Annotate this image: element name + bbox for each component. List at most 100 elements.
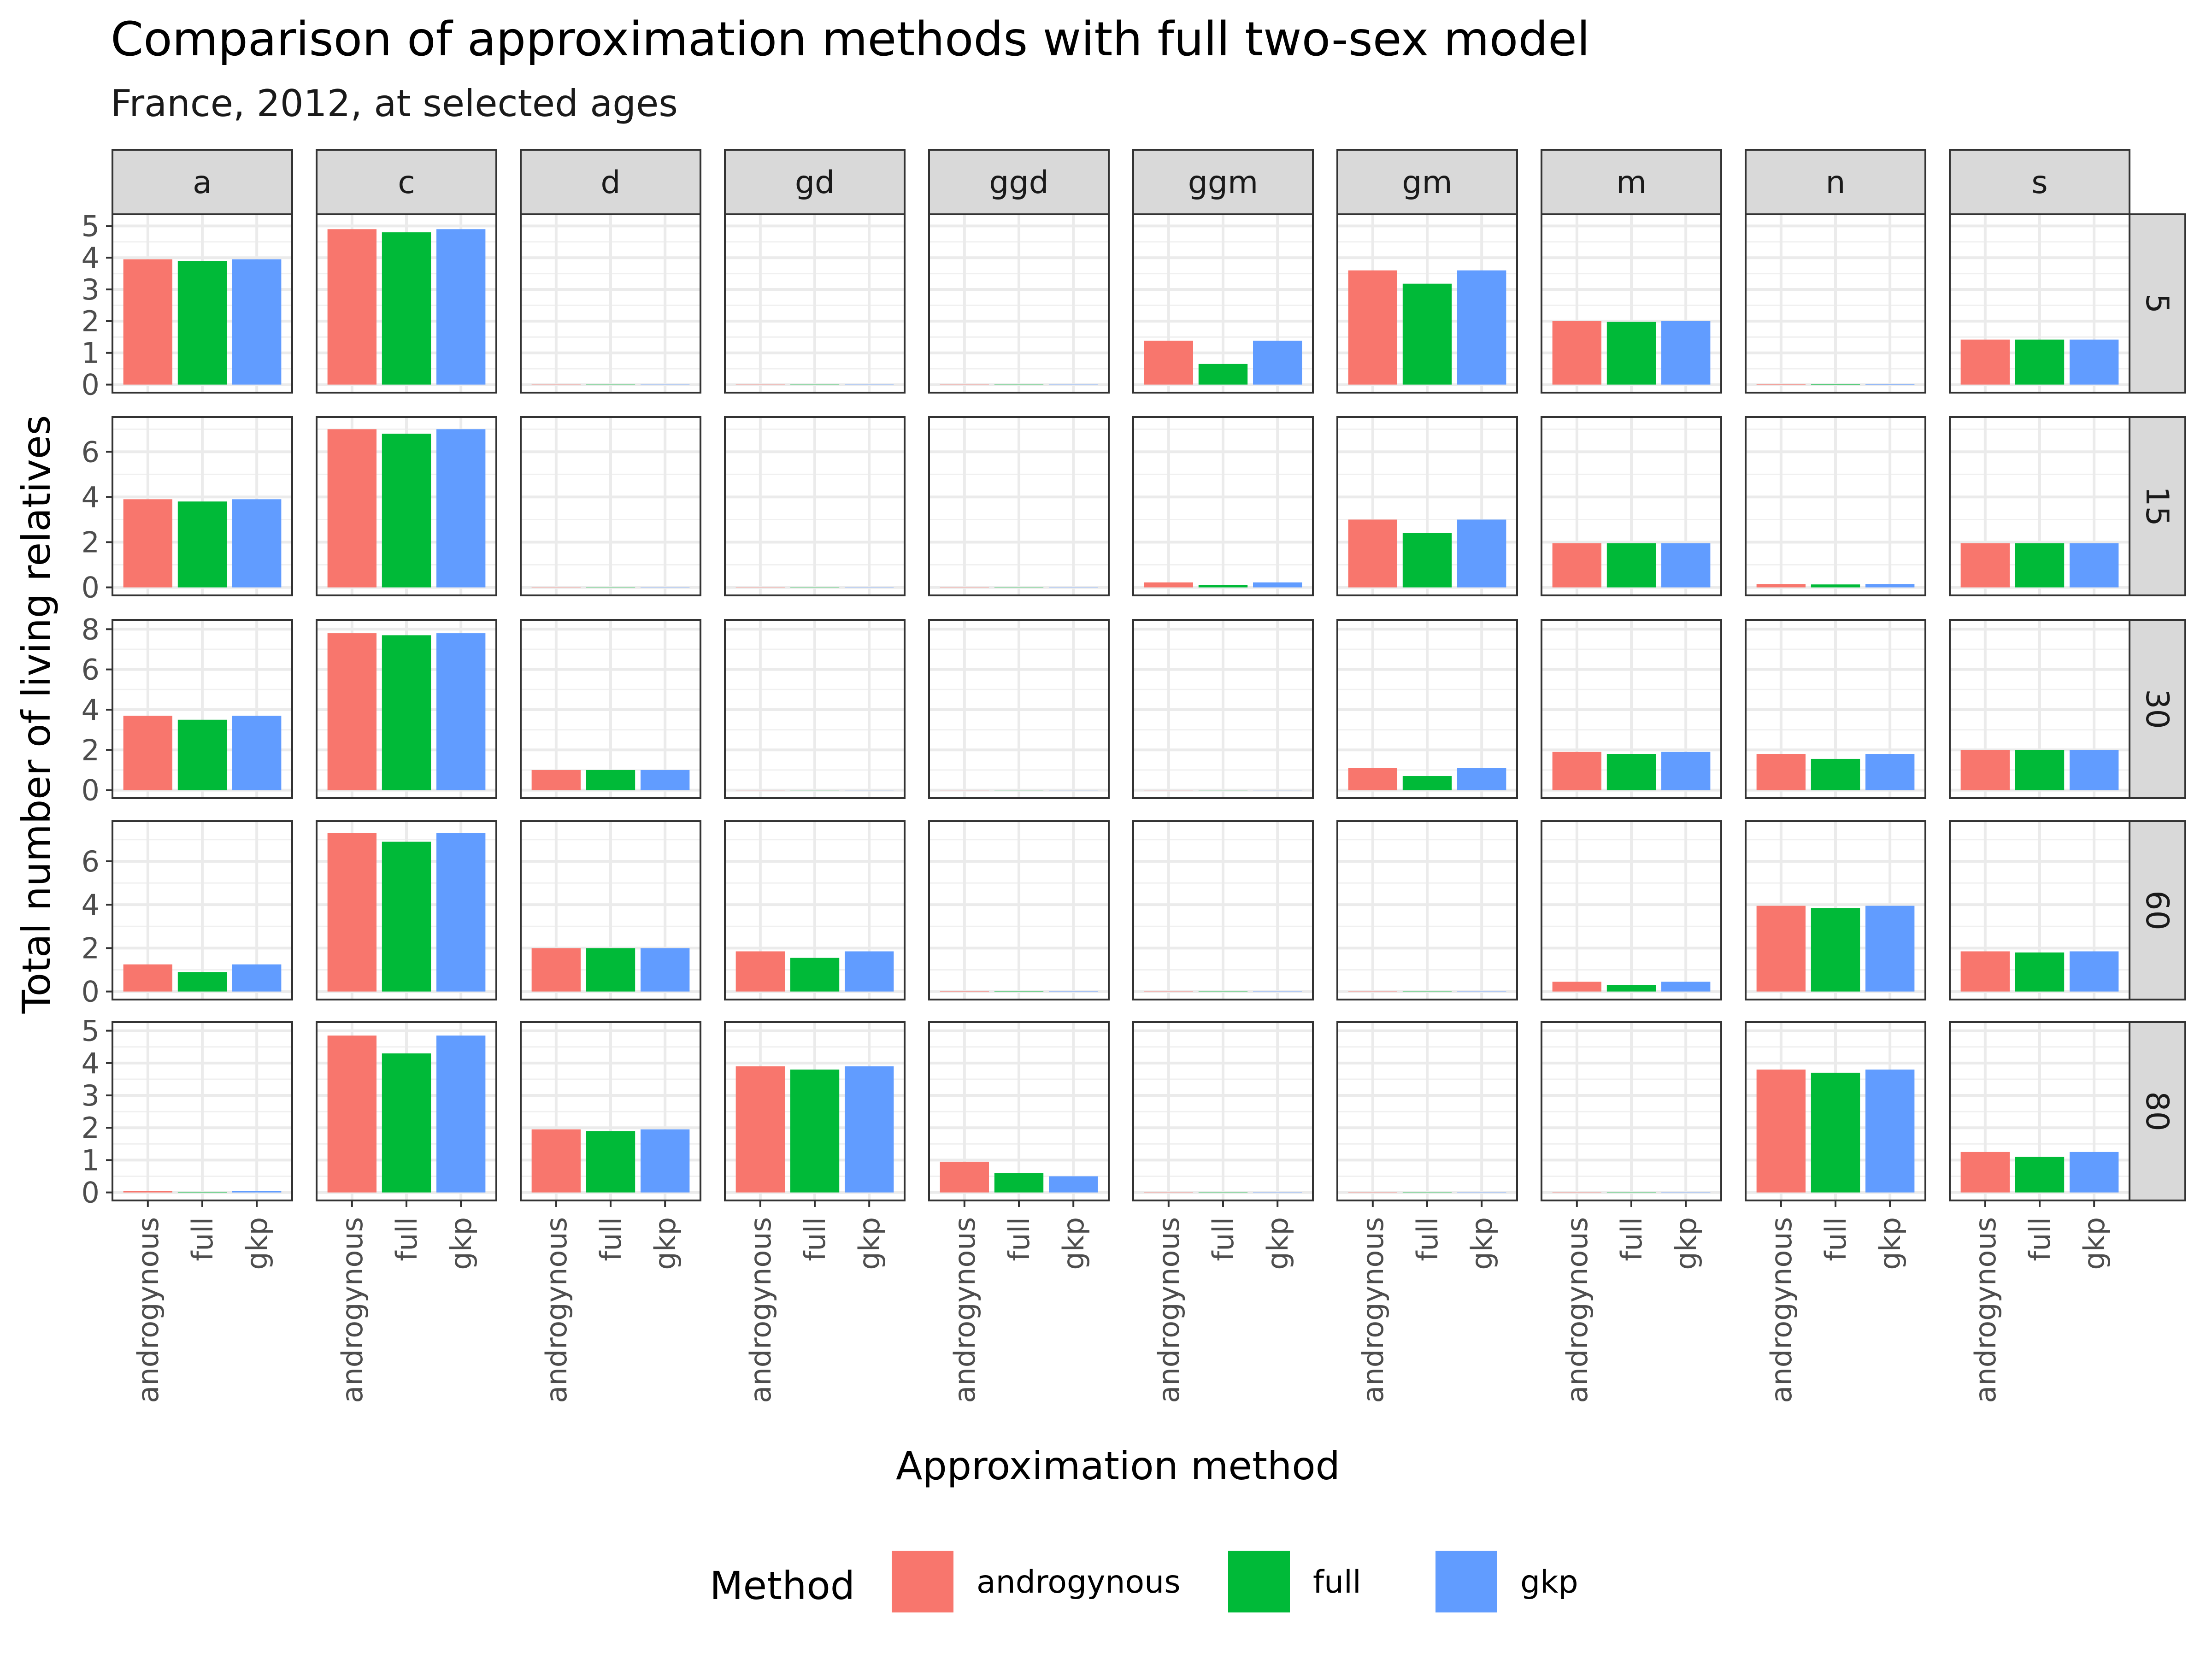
x-tick-label: androgynous [131,1217,165,1403]
panel-border [316,820,497,1000]
facet-panel-s-30 [1949,619,2130,799]
bar-androgynous [940,1161,989,1193]
legend-title: Method [710,1563,855,1608]
panel-border [928,213,1110,394]
bar-gkp [232,499,282,588]
bar-androgynous [1960,339,2010,385]
bar-full [1402,283,1452,385]
panel-border [520,213,701,394]
facet-panel-c-30 [316,619,497,799]
panel-border [316,213,497,394]
facet-strip-label: a [193,165,212,201]
facet-panel-c-5 [316,213,497,394]
bar-full [1606,543,1656,588]
bar-full [177,261,227,385]
facet-strip-ggm [1132,149,1314,215]
bar-full [1402,776,1452,790]
bar-androgynous [1756,906,1806,992]
facet-panel-gd-15 [724,416,906,596]
bar-gkp [1253,790,1302,791]
bar-gkp [1457,270,1506,385]
panel-border [1132,820,1314,1000]
panel-border [112,820,293,1000]
legend: Method androgynous full gkp [710,1551,1578,1612]
y-tick-label: 6 [82,653,100,687]
facet-panel-ggm-30 [1132,619,1314,799]
facet-strip-age-30 [2127,619,2186,799]
bar-full [790,1069,840,1193]
bar-androgynous [327,229,377,385]
panel-border [1541,416,1722,596]
facet-strip-label: gm [1402,165,1452,201]
bar-gkp [1457,519,1506,588]
x-tick-label: full [2023,1217,2057,1261]
bar-androgynous [735,1066,785,1193]
facet-strip-n [1745,149,1926,215]
facet-strip-age-60 [2127,820,2186,1000]
bar-gkp [641,770,690,790]
bar-androgynous [1960,1152,2010,1193]
facet-strip-label: 30 [2139,689,2175,729]
y-tick-label: 4 [82,1047,100,1080]
bar-full [790,958,840,992]
bar-full [1198,790,1248,791]
facet-panel-gm-30 [1336,619,1518,799]
panel-border [1336,619,1518,799]
bar-full [1606,985,1656,992]
bar-full [2015,1157,2065,1193]
facet-panel-gm-60 [1336,820,1518,1000]
bar-full [1606,322,1656,385]
bar-androgynous [327,429,377,588]
bar-gkp [2070,750,2119,790]
facet-panel-ggd-80 [928,1021,1110,1201]
bar-gkp [232,964,282,992]
legend-key-gkp [1435,1551,1497,1612]
facet-strip-gd [724,149,906,215]
legend-label-androgynous: androgynous [977,1564,1181,1600]
facet-panel-c-60 [316,820,497,1000]
bar-full [994,991,1044,992]
y-tick-label: 2 [82,1111,100,1145]
panel-border [1949,416,2130,596]
bar-androgynous [735,790,785,791]
facet-panel-gm-15 [1336,416,1518,596]
facet-strip-a [112,149,293,215]
facet-strip-c [316,149,497,215]
bar-androgynous [1960,951,2010,992]
bar-full [1811,584,1860,588]
bar-full [790,790,840,791]
bar-androgynous [1348,768,1397,790]
y-tick-label: 8 [82,612,100,646]
facet-panel-gm-80 [1336,1021,1518,1201]
x-tick-label: gkp [2077,1217,2111,1270]
x-tick-label: gkp [1465,1217,1499,1270]
x-tick-label: full [798,1217,832,1261]
bar-gkp [1865,584,1915,588]
y-tick-label: 5 [82,1014,100,1048]
bar-full [382,635,431,790]
bar-full [1811,1072,1860,1193]
legend-key-androgynous [892,1551,953,1612]
bar-full [177,972,227,992]
y-tick-label: 2 [82,526,100,559]
bar-full [1198,364,1248,385]
y-tick-label: 2 [82,931,100,965]
bar-full [586,948,635,992]
bar-gkp [1661,543,1711,588]
bar-full [2015,952,2065,992]
facet-strip-label: d [600,165,620,201]
bar-gkp [1049,1176,1098,1193]
y-tick-label: 3 [82,273,100,306]
panel-border [1336,820,1518,1000]
facet-panel-m-60 [1541,820,1722,1000]
bar-gkp [1253,341,1302,385]
panel-border [1541,213,1722,394]
facet-panel-ggd-15 [928,416,1110,596]
x-tick-label: gkp [853,1217,886,1270]
x-tick-label: full [1002,1217,1036,1261]
x-tick-label: gkp [444,1217,478,1270]
bar-gkp [232,1191,282,1193]
facet-panel-m-15 [1541,416,1722,596]
bar-gkp [436,1035,486,1193]
